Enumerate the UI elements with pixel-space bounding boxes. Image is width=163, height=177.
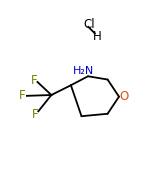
Text: H₂N: H₂N — [73, 66, 94, 76]
Text: Cl: Cl — [83, 18, 95, 31]
Text: O: O — [120, 90, 129, 103]
Text: H: H — [93, 30, 101, 43]
Text: F: F — [19, 89, 26, 102]
Text: F: F — [32, 108, 39, 121]
Text: F: F — [31, 74, 37, 87]
